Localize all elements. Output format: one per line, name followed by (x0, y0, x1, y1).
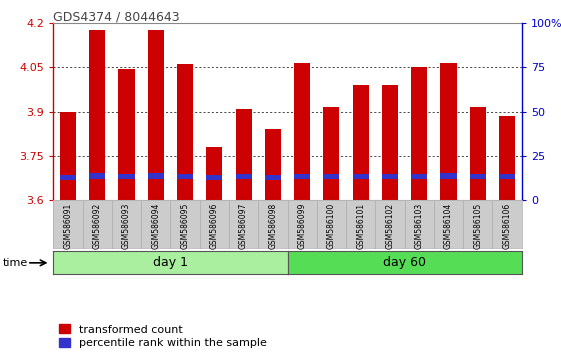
Bar (499, 116, 515, 200)
Bar (323, 174, 339, 179)
Bar (206, 147, 222, 200)
Bar (148, 30, 164, 200)
Bar (206, 175, 222, 180)
Bar (60, 175, 76, 179)
Text: GSM586100: GSM586100 (327, 202, 336, 249)
Bar (294, 63, 310, 200)
Bar (89, 30, 105, 200)
Text: GSM586094: GSM586094 (151, 202, 160, 249)
Text: GDS4374 / 8044643: GDS4374 / 8044643 (53, 11, 180, 24)
Legend: transformed count, percentile rank within the sample: transformed count, percentile rank withi… (59, 324, 266, 348)
Bar (294, 174, 310, 179)
Bar (118, 69, 135, 200)
Bar (411, 67, 427, 200)
Bar (353, 85, 369, 200)
Bar (470, 107, 486, 200)
Bar (265, 175, 281, 180)
Text: GSM586096: GSM586096 (210, 202, 219, 249)
Bar (60, 112, 76, 200)
Text: GSM586106: GSM586106 (503, 202, 512, 249)
Bar (470, 174, 486, 179)
Text: GSM586091: GSM586091 (63, 202, 72, 249)
Bar (382, 85, 398, 200)
Text: GSM586105: GSM586105 (473, 202, 482, 249)
Bar (382, 174, 398, 179)
Bar (236, 174, 252, 179)
Text: day 1: day 1 (153, 256, 188, 269)
Bar (411, 174, 427, 179)
Bar (236, 109, 252, 200)
Bar (440, 63, 457, 200)
Text: time: time (3, 258, 28, 268)
Bar (177, 174, 193, 179)
Text: GSM586104: GSM586104 (444, 202, 453, 249)
Bar (148, 173, 164, 179)
Bar (118, 174, 135, 179)
Bar (323, 107, 339, 200)
Text: GSM586093: GSM586093 (122, 202, 131, 249)
Text: GSM586097: GSM586097 (239, 202, 248, 249)
Text: GSM586103: GSM586103 (415, 202, 424, 249)
Bar (499, 174, 515, 179)
Text: GSM586099: GSM586099 (298, 202, 307, 249)
Text: GSM586101: GSM586101 (356, 202, 365, 249)
Bar (89, 173, 105, 179)
Text: GSM586102: GSM586102 (385, 202, 394, 249)
Bar (353, 174, 369, 179)
Text: GSM586092: GSM586092 (93, 202, 102, 249)
Bar (440, 173, 457, 179)
Text: GSM586095: GSM586095 (181, 202, 190, 249)
Bar (265, 129, 281, 200)
Bar (177, 64, 193, 200)
Text: day 60: day 60 (383, 256, 426, 269)
Text: GSM586098: GSM586098 (268, 202, 277, 249)
